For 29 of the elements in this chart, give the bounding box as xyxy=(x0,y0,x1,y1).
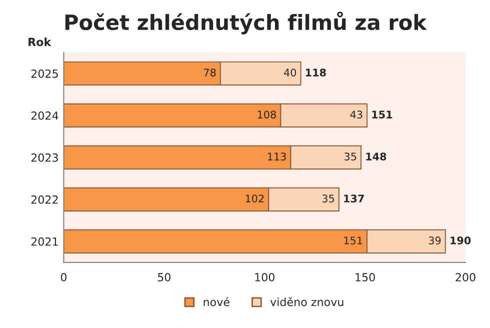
y-tick-label: 2024 xyxy=(31,111,58,120)
x-tick-label: 200 xyxy=(456,273,476,282)
chart-title: Počet zhlédnutých filmů za rok xyxy=(65,12,427,34)
total-label: 118 xyxy=(306,68,326,76)
data-label: 113 xyxy=(268,152,286,160)
data-label: 78 xyxy=(204,68,216,76)
y-tick-label: 2025 xyxy=(31,69,58,78)
y-tick-label: 2023 xyxy=(31,153,58,162)
legend-label: nové xyxy=(204,297,230,306)
total-label: 151 xyxy=(372,110,392,118)
data-label: 43 xyxy=(350,110,362,118)
data-label: 151 xyxy=(344,236,362,244)
x-tick-label: 100 xyxy=(255,273,274,282)
legend-label: viděno znovu xyxy=(270,297,344,306)
data-label: 35 xyxy=(344,152,356,160)
x-tick-label: 0 xyxy=(60,273,66,282)
total-label: 190 xyxy=(450,236,471,244)
data-label: 40 xyxy=(284,68,296,76)
y-axis-title: Rok xyxy=(28,38,52,46)
total-label: 148 xyxy=(366,152,386,160)
y-tick-label: 2021 xyxy=(31,237,58,246)
y-tick-label: 2022 xyxy=(31,195,58,204)
data-label: 39 xyxy=(428,236,441,244)
x-tick-label: 50 xyxy=(158,273,170,282)
data-label: 35 xyxy=(322,194,334,202)
total-label: 137 xyxy=(344,194,364,202)
data-label: 108 xyxy=(258,110,276,118)
data-label: 102 xyxy=(246,194,264,202)
x-tick-label: 150 xyxy=(356,273,375,282)
